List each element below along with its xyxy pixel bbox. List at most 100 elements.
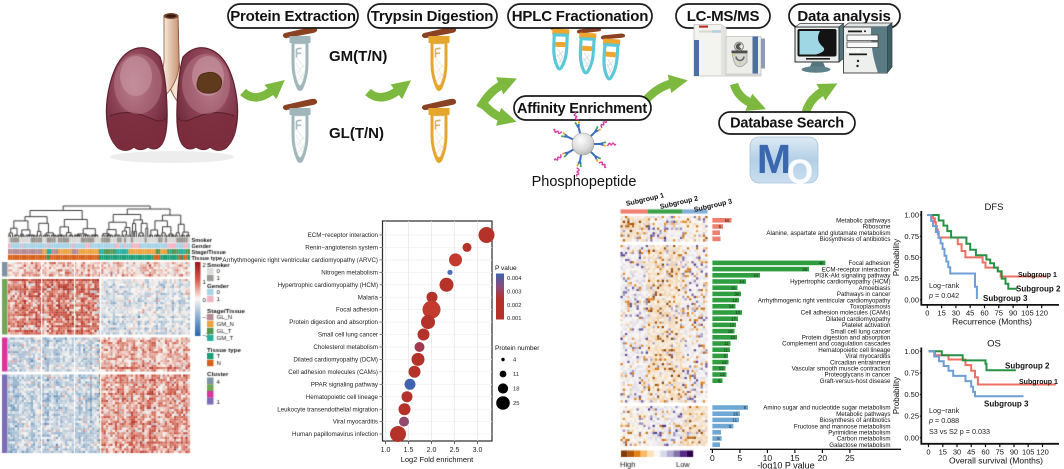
svg-text:105: 105 — [1022, 448, 1035, 457]
svg-text:15: 15 — [790, 453, 800, 463]
svg-text:30: 30 — [953, 448, 961, 457]
svg-text:Phosphopeptide: Phosphopeptide — [532, 174, 637, 190]
svg-text:Log−rank: Log−rank — [929, 281, 960, 290]
svg-text:Viral myocarditis: Viral myocarditis — [333, 419, 378, 426]
svg-text:1.5: 1.5 — [404, 447, 414, 454]
svg-text:Subgroup 3: Subgroup 3 — [983, 294, 1028, 303]
svg-text:5: 5 — [729, 424, 732, 429]
svg-text:0: 0 — [926, 448, 930, 457]
svg-text:-log10 P value: -log10 P value — [757, 461, 814, 469]
svg-text:0: 0 — [925, 309, 929, 318]
svg-text:0.001: 0.001 — [507, 316, 522, 322]
svg-text:1.00: 1.00 — [904, 347, 919, 356]
svg-text:60: 60 — [980, 309, 988, 318]
svg-text:105: 105 — [1021, 309, 1034, 318]
svg-text:Protein Extraction: Protein Extraction — [230, 8, 356, 25]
svg-text:75: 75 — [996, 448, 1004, 457]
svg-text:Pyrimidine metabolism: Pyrimidine metabolism — [828, 430, 890, 437]
svg-text:M: M — [757, 136, 791, 182]
svg-text:Circadian entrainment: Circadian entrainment — [830, 359, 891, 366]
svg-text:3.0: 3.0 — [473, 447, 483, 454]
svg-text:2.0: 2.0 — [427, 447, 437, 454]
svg-text:17: 17 — [731, 316, 736, 321]
svg-text:Overall survival (Months): Overall survival (Months) — [949, 456, 1043, 466]
svg-text:0.50: 0.50 — [904, 253, 919, 262]
svg-text:16: 16 — [728, 329, 733, 334]
svg-text:0.75: 0.75 — [904, 369, 919, 378]
svg-text:Recurrence (Months): Recurrence (Months) — [952, 317, 1032, 327]
svg-text:26: 26 — [802, 267, 807, 272]
svg-text:120: 120 — [1036, 448, 1049, 457]
svg-text:34: 34 — [753, 273, 758, 278]
svg-text:Probability: Probability — [892, 377, 901, 414]
svg-text:Subgroup 1: Subgroup 1 — [1018, 272, 1057, 279]
svg-text:ECM-receptor interaction: ECM-receptor interaction — [822, 266, 891, 273]
svg-text:Database Search: Database Search — [730, 116, 844, 132]
svg-text:Amoebiasis: Amoebiasis — [859, 285, 891, 292]
svg-text:Platelet activation: Platelet activation — [842, 322, 891, 329]
svg-text:Small cell lung cancer: Small cell lung cancer — [830, 328, 890, 335]
svg-text:0.004: 0.004 — [507, 276, 522, 282]
svg-text:Dilated cardiomyopathy (DCM): Dilated cardiomyopathy (DCM) — [293, 357, 378, 364]
svg-text:60: 60 — [981, 448, 989, 457]
svg-text:HPLC Fractionation: HPLC Fractionation — [512, 8, 648, 25]
svg-text:PI3K-Akt signaling pathway: PI3K-Akt signaling pathway — [815, 273, 891, 280]
svg-text:45: 45 — [967, 448, 975, 457]
svg-text:Renin−angiotensin system: Renin−angiotensin system — [305, 245, 378, 252]
svg-text:Dilated cardiomyopathy: Dilated cardiomyopathy — [826, 316, 892, 323]
svg-text:Subgroup 1: Subgroup 1 — [1019, 379, 1058, 386]
svg-text:16: 16 — [731, 285, 736, 290]
svg-text:Malaria: Malaria — [358, 294, 379, 301]
svg-text:10: 10 — [763, 453, 773, 463]
svg-text:Ribosome: Ribosome — [863, 224, 891, 231]
svg-text:Log−rank: Log−rank — [929, 406, 960, 415]
svg-text:Data analysis: Data analysis — [797, 8, 890, 25]
svg-text:Focal adhesion: Focal adhesion — [849, 260, 892, 267]
svg-text:Metabolic pathways: Metabolic pathways — [836, 411, 890, 418]
svg-text:30: 30 — [952, 309, 960, 318]
svg-text:15: 15 — [937, 309, 945, 318]
svg-text:Hematopoietic cell lineage: Hematopoietic cell lineage — [818, 347, 891, 354]
svg-text:Subgroup 3: Subgroup 3 — [984, 400, 1029, 409]
svg-text:Carbon metabolism: Carbon metabolism — [837, 436, 891, 443]
svg-text:0.002: 0.002 — [507, 303, 522, 309]
svg-text:Cholesterol metabolism: Cholesterol metabolism — [313, 344, 378, 351]
svg-text:12: 12 — [719, 366, 724, 371]
svg-text:5: 5 — [719, 224, 722, 229]
svg-text:5: 5 — [717, 436, 720, 441]
svg-text:Toxoplasmosis: Toxoplasmosis — [850, 304, 891, 311]
svg-text:11: 11 — [724, 347, 729, 352]
svg-text:Graft-versus-host disease: Graft-versus-host disease — [820, 378, 891, 385]
svg-text:Biosynthesis of antibiotics: Biosynthesis of antibiotics — [820, 417, 891, 424]
svg-text:75: 75 — [995, 309, 1003, 318]
svg-text:90: 90 — [1009, 309, 1017, 318]
svg-text:Q: Q — [787, 153, 813, 191]
svg-text:OS: OS — [987, 339, 1001, 350]
svg-text:Focal adhesion: Focal adhesion — [336, 307, 379, 314]
svg-text:Leukocyte transendothelial mig: Leukocyte transendothelial migration — [277, 406, 378, 413]
svg-text:13: 13 — [729, 323, 734, 328]
svg-text:Subgroup 2: Subgroup 2 — [1016, 285, 1061, 294]
svg-text:25: 25 — [845, 453, 855, 463]
svg-text:Subgroup 2: Subgroup 2 — [1005, 362, 1050, 371]
svg-text:LC-MS/MS: LC-MS/MS — [687, 8, 760, 25]
svg-text:14: 14 — [739, 279, 744, 284]
svg-text:Vascular smooth muscle contrac: Vascular smooth muscle contraction — [792, 366, 891, 373]
svg-text:Fructose and mannose metabolis: Fructose and mannose metabolism — [794, 423, 891, 430]
svg-text:12: 12 — [732, 298, 737, 303]
svg-text:120: 120 — [1035, 309, 1048, 318]
svg-text:Trypsin Digestion: Trypsin Digestion — [371, 8, 493, 25]
svg-text:13: 13 — [722, 360, 727, 365]
svg-text:Galactose metabolism: Galactose metabolism — [829, 442, 890, 449]
svg-text:11: 11 — [733, 418, 738, 423]
svg-text:4: 4 — [513, 358, 517, 364]
svg-text:30: 30 — [734, 292, 739, 297]
svg-text:Complement and coagulation cas: Complement and coagulation cascades — [782, 341, 890, 348]
svg-text:Viral myocarditis: Viral myocarditis — [845, 353, 890, 360]
svg-text:Hypertrophic cardiomyopathy (H: Hypertrophic cardiomyopathy (HCM) — [790, 279, 890, 286]
svg-text:Cell adhesion molecules (CAMs): Cell adhesion molecules (CAMs) — [288, 369, 378, 376]
svg-text:11: 11 — [513, 372, 519, 378]
svg-text:Protein digestion and absorpti: Protein digestion and absorption — [802, 335, 891, 342]
svg-text:20: 20 — [818, 453, 828, 463]
svg-text:13: 13 — [730, 335, 735, 340]
